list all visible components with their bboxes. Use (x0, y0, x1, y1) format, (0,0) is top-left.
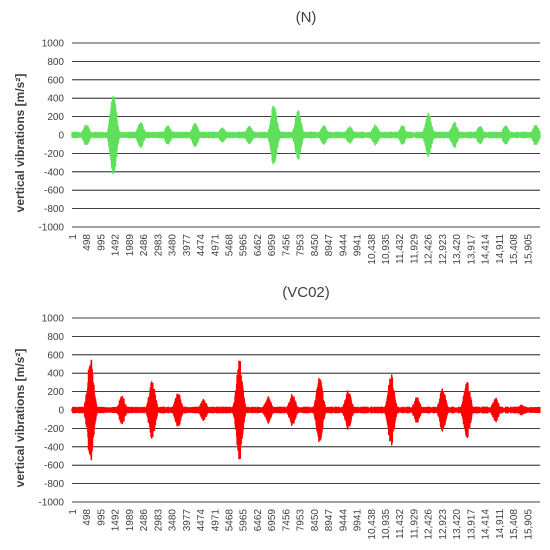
x-tick-label: 2983 (153, 509, 164, 532)
x-tick-label: 8947 (324, 509, 335, 532)
series-signal (71, 359, 541, 461)
y-tick-label: -200 (44, 149, 64, 160)
x-tick-label: 15,408 (509, 509, 520, 540)
x-tick-label: 11,432 (395, 234, 406, 264)
x-tick-label: 1492 (111, 234, 122, 257)
x-tick-label: 1989 (125, 509, 136, 532)
y-axis-label: vertical vibrations [m/s²] (13, 74, 27, 213)
y-tick-label: 600 (47, 350, 64, 361)
x-tick-label: 15,905 (523, 509, 534, 540)
x-tick-label: 12,923 (438, 234, 449, 265)
y-tick-label: -800 (44, 479, 64, 490)
x-tick-label: 6462 (253, 234, 264, 257)
y-tick-label: -1000 (38, 223, 64, 234)
y-tick-label: -600 (44, 461, 64, 472)
y-tick-label: 200 (47, 387, 64, 398)
x-tick-label: 995 (96, 509, 107, 526)
x-tick-label: 3480 (168, 509, 179, 532)
x-tick-label: 4971 (210, 509, 221, 532)
x-tick-label: 3977 (182, 509, 193, 532)
x-tick-label: 6959 (267, 234, 278, 257)
x-tick-label: 8947 (324, 234, 335, 257)
y-tick-label: 800 (47, 57, 64, 68)
x-tick-label: 12,923 (438, 509, 449, 540)
y-tick-label: 0 (58, 406, 64, 417)
y-tick-label: -200 (44, 424, 64, 435)
x-tick-label: 5468 (225, 509, 236, 532)
x-tick-label: 3977 (182, 234, 193, 257)
x-tick-label: 14,911 (495, 509, 506, 539)
x-tick-label: 10,935 (381, 234, 392, 265)
x-tick-label: 1 (68, 509, 79, 515)
y-tick-label: -400 (44, 167, 64, 178)
x-tick-label: 1989 (125, 234, 136, 257)
x-tick-label: 8450 (310, 509, 321, 532)
y-tick-label: 400 (47, 369, 64, 380)
x-tick-label: 11,929 (409, 234, 420, 264)
x-tick-label: 14,414 (481, 509, 492, 540)
x-tick-label: 9444 (338, 234, 349, 257)
x-tick-label: 3480 (168, 234, 179, 257)
x-tick-label: 5965 (239, 509, 250, 532)
x-tick-label: 14,414 (481, 234, 492, 265)
x-tick-label: 6462 (253, 509, 264, 532)
x-tick-label: 6959 (267, 509, 278, 532)
y-tick-label: -1000 (38, 498, 64, 509)
chart-title: (N) (296, 9, 317, 26)
x-tick-label: 10,438 (367, 234, 378, 265)
y-axis-label: vertical vibrations [m/s²] (13, 349, 27, 488)
x-tick-label: 12,426 (424, 234, 435, 265)
x-tick-label: 498 (82, 509, 93, 526)
x-tick-label: 9941 (353, 234, 364, 257)
chart-vc02: (VC02) vertical vibrations [m/s²] 1000 800 6… (0, 275, 550, 550)
x-tick-label: 14,911 (495, 234, 506, 264)
x-tick-label: 498 (82, 234, 93, 251)
x-tick-label: 9444 (338, 509, 349, 532)
y-tick-label: 200 (47, 112, 64, 123)
x-tick-label: 13,917 (466, 509, 477, 540)
x-tick-label: 11,432 (395, 509, 406, 539)
x-tick-label: 4474 (196, 509, 207, 532)
x-tick-label: 12,426 (424, 509, 435, 540)
x-tick-label: 15,408 (509, 234, 520, 265)
y-tick-label: 800 (47, 332, 64, 343)
y-tick-label: -600 (44, 186, 64, 197)
x-tick-label: 7953 (296, 509, 307, 532)
x-tick-label: 2486 (139, 234, 150, 257)
y-tick-label: 600 (47, 75, 64, 86)
x-tick-label: 1492 (111, 509, 122, 532)
x-tick-label: 2486 (139, 509, 150, 532)
x-tick-label: 7953 (296, 234, 307, 257)
series-signal (71, 96, 541, 174)
y-tick-label: 1000 (42, 39, 65, 50)
chart-n-svg: (N) vertical vibrations [m/s²] 1000 800 600 4… (13, 9, 541, 265)
y-tick-label: 0 (58, 131, 64, 142)
x-tick-label: 4474 (196, 234, 207, 257)
x-tick-label: 11,929 (409, 509, 420, 539)
x-tick-label: 1 (68, 234, 79, 240)
x-tick-label: 13,420 (452, 234, 463, 265)
chart-title: (VC02) (282, 284, 330, 301)
x-tick-label: 7456 (281, 509, 292, 532)
x-tick-label: 995 (96, 234, 107, 251)
x-tick-label: 15,905 (523, 234, 534, 265)
x-tick-label: 8450 (310, 234, 321, 257)
x-tick-label: 2983 (153, 234, 164, 257)
chart-n: (N) vertical vibrations [m/s²] 1000 800 600 4… (13, 9, 541, 265)
x-tick-label: 13,420 (452, 509, 463, 540)
x-tick-label: 10,438 (367, 509, 378, 540)
x-tick-label: 5965 (239, 234, 250, 257)
x-tick-label: 13,917 (466, 234, 477, 265)
x-tick-label: 9941 (353, 509, 364, 532)
x-tick-label: 10,935 (381, 509, 392, 540)
y-tick-label: -800 (44, 204, 64, 215)
x-tick-label: 5468 (225, 234, 236, 257)
x-tick-label: 4971 (210, 234, 221, 257)
chart-vc02-svg: (VC02) vertical vibrations [m/s²] 1000 800 6… (13, 284, 541, 540)
y-tick-label: -400 (44, 442, 64, 453)
x-tick-label: 7456 (281, 234, 292, 257)
y-tick-label: 400 (47, 94, 64, 105)
y-tick-label: 1000 (42, 314, 65, 325)
